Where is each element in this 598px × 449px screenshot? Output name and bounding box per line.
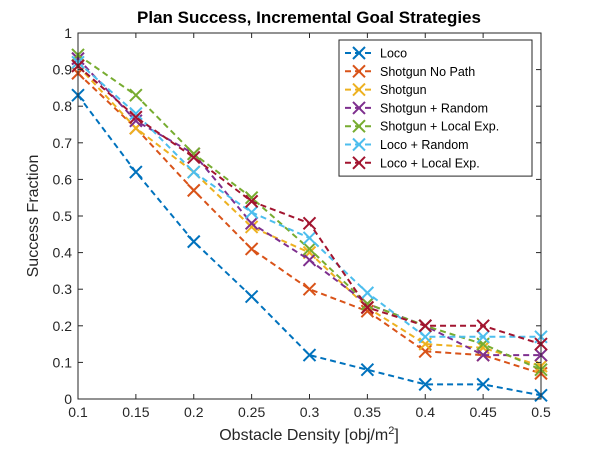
data-point-marker	[302, 216, 317, 231]
x-tick-label: 0.2	[184, 404, 204, 420]
legend-box	[338, 39, 533, 177]
x-tick-label: 0.3	[300, 404, 320, 420]
legend-marker	[352, 64, 366, 79]
data-point-marker	[302, 242, 317, 256]
x-tick-label: 0.25	[238, 404, 265, 420]
legend-entry: Shotgun + Random	[345, 101, 488, 115]
data-point-marker	[476, 377, 490, 392]
data-point-marker	[244, 205, 259, 220]
series-0	[71, 88, 548, 403]
legend-marker	[352, 119, 366, 133]
legend-label: Loco	[380, 47, 407, 61]
data-point-marker	[302, 348, 317, 362]
legend-entry: Loco	[345, 46, 407, 61]
legend-marker	[352, 137, 366, 152]
y-axis-label: Success Fraction	[25, 155, 42, 278]
y-tick-label: 0.9	[53, 62, 73, 78]
legend-entry: Loco + Local Exp.	[345, 156, 480, 170]
legend-entry: Shotgun + Local Exp.	[345, 119, 499, 134]
legend-label: Shotgun + Local Exp.	[380, 120, 499, 134]
chart-title: Plan Success, Incremental Goal Strategie…	[137, 8, 481, 27]
legend-label: Shotgun No Path	[380, 65, 475, 79]
data-point-marker	[418, 319, 432, 333]
x-axis-label-superscript: 2	[388, 425, 394, 437]
data-point-marker	[360, 286, 375, 300]
data-point-marker	[418, 377, 432, 392]
y-tick-label: 0.2	[53, 318, 73, 334]
x-tick-label: 0.1	[68, 404, 88, 420]
legend-label: Shotgun	[380, 83, 427, 97]
y-tick-label: 0.6	[53, 171, 73, 187]
data-point-marker	[244, 216, 259, 231]
data-point-marker	[187, 234, 201, 249]
data-point-marker	[129, 88, 143, 102]
legend-marker	[352, 82, 366, 97]
x-axis-label-main: Obstacle Density [obj/m	[219, 427, 388, 444]
legend: Loco Shotgun No Path Shotgun Shotgun + Rand…	[338, 39, 533, 177]
axes-layer: 0.1 0.15 0.2 0.25 0.3 0.35 0.4 0.45 0.500.10.20.…	[53, 25, 551, 420]
legend-entry: Shotgun No Path	[345, 64, 475, 79]
y-tick-label: 0.5	[53, 208, 73, 224]
data-point-marker	[302, 231, 317, 245]
data-point-marker	[360, 297, 375, 311]
series-5	[71, 55, 548, 344]
data-point-marker	[360, 300, 375, 315]
data-point-marker	[244, 194, 259, 209]
legend-label: Loco + Local Exp.	[380, 156, 480, 170]
series-6	[71, 59, 548, 351]
x-tick-label: 0.45	[470, 404, 497, 420]
data-point-marker	[244, 220, 259, 234]
data-point-marker	[187, 147, 201, 161]
data-point-marker	[360, 363, 375, 377]
y-tick-label: 1	[64, 25, 72, 41]
data-point-marker	[476, 319, 490, 333]
data-point-marker	[129, 165, 143, 179]
data-point-marker	[187, 183, 201, 198]
y-tick-label: 0.1	[53, 354, 73, 370]
legend-entry: Shotgun	[345, 82, 427, 97]
data-point-marker	[302, 282, 317, 296]
x-axis-label-end: ]	[394, 427, 398, 444]
x-tick-label: 0.15	[122, 404, 149, 420]
y-tick-label: 0	[64, 391, 72, 407]
data-point-marker	[187, 165, 201, 179]
legend-label: Shotgun + Random	[380, 101, 488, 115]
x-tick-label: 0.5	[531, 404, 551, 420]
legend-marker	[352, 101, 366, 115]
x-axis-label: Obstacle Density [obj/m2]	[219, 425, 399, 444]
data-point-marker	[187, 150, 201, 165]
legend-marker	[352, 156, 366, 170]
y-tick-label: 0.3	[53, 281, 73, 297]
data-point-marker	[476, 348, 490, 362]
data-point-marker	[129, 110, 143, 124]
x-tick-label: 0.35	[354, 404, 381, 420]
legend-entry: Loco + Random	[345, 137, 469, 152]
y-tick-label: 0.8	[53, 98, 73, 114]
data-point-marker	[244, 190, 259, 205]
x-tick-label: 0.4	[416, 404, 436, 420]
y-tick-label: 0.4	[53, 245, 73, 261]
legend-label: Loco + Random	[380, 138, 469, 152]
data-point-marker	[476, 330, 490, 344]
y-tick-label: 0.7	[53, 135, 73, 151]
data-point-marker	[244, 242, 259, 256]
data-point-marker	[302, 253, 317, 267]
data-point-marker	[418, 330, 432, 344]
data-point-marker	[244, 289, 259, 304]
legend-marker	[352, 46, 366, 60]
data-point-marker	[129, 106, 143, 121]
